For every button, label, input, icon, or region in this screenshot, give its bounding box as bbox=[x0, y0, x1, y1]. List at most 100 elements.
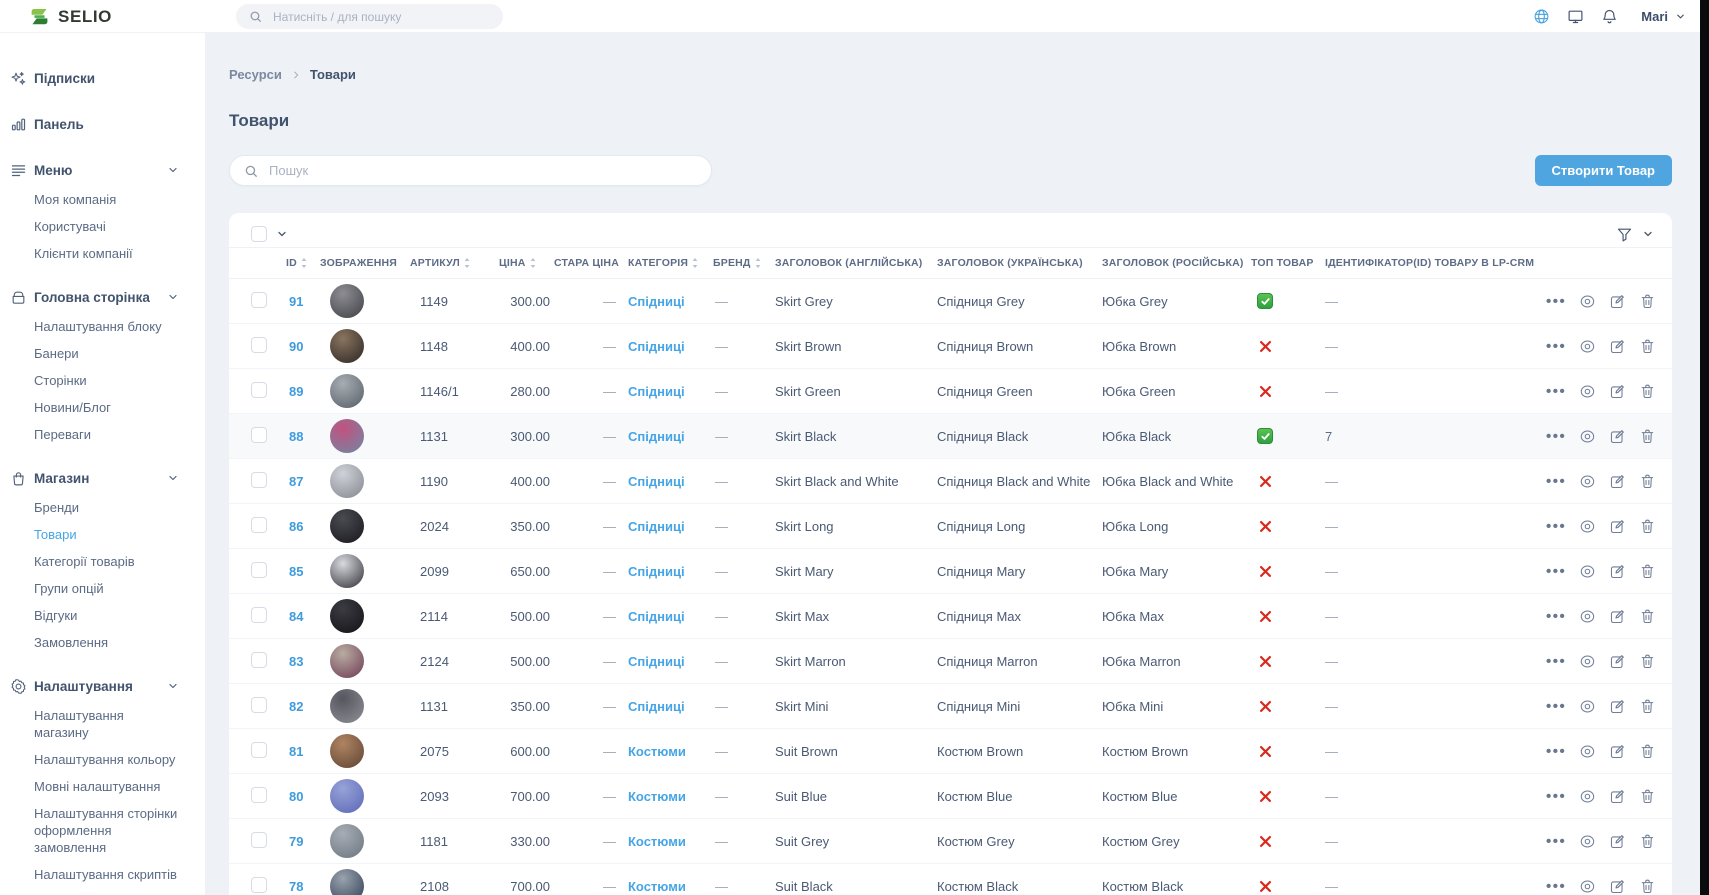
user-menu[interactable]: Mari bbox=[1641, 9, 1686, 24]
category-link[interactable]: Спідниці bbox=[628, 428, 685, 444]
column-header-id[interactable]: ID bbox=[286, 257, 320, 269]
edit-icon[interactable] bbox=[1609, 518, 1626, 535]
more-actions-icon[interactable]: ••• bbox=[1546, 877, 1567, 895]
category-link[interactable]: Спідниці bbox=[628, 698, 685, 714]
view-icon[interactable] bbox=[1579, 833, 1596, 850]
sidebar-subitem-company-clients[interactable]: Клієнти компанії bbox=[34, 246, 133, 261]
row-checkbox[interactable] bbox=[251, 471, 267, 488]
sidebar-subitem-brands[interactable]: Бренди bbox=[34, 500, 80, 515]
view-icon[interactable] bbox=[1579, 653, 1596, 670]
more-actions-icon[interactable]: ••• bbox=[1546, 652, 1567, 670]
edit-icon[interactable] bbox=[1609, 788, 1626, 805]
view-icon[interactable] bbox=[1579, 608, 1596, 625]
more-actions-icon[interactable]: ••• bbox=[1546, 517, 1567, 535]
sidebar-item-menu[interactable]: Меню bbox=[10, 159, 205, 181]
row-checkbox[interactable] bbox=[251, 561, 267, 578]
delete-icon[interactable] bbox=[1639, 878, 1656, 895]
edit-icon[interactable] bbox=[1609, 833, 1626, 850]
more-actions-icon[interactable]: ••• bbox=[1546, 832, 1567, 850]
more-actions-icon[interactable]: ••• bbox=[1546, 292, 1567, 310]
delete-icon[interactable] bbox=[1639, 788, 1656, 805]
product-id-link[interactable]: 89 bbox=[289, 383, 304, 399]
edit-icon[interactable] bbox=[1609, 878, 1626, 895]
column-header-brand[interactable]: БРЕНД bbox=[713, 257, 775, 269]
product-id-link[interactable]: 88 bbox=[289, 428, 304, 444]
sidebar-subitem-my-company[interactable]: Моя компанія bbox=[34, 192, 117, 207]
global-search-input[interactable] bbox=[271, 8, 490, 25]
row-checkbox[interactable] bbox=[251, 651, 267, 668]
delete-icon[interactable] bbox=[1639, 428, 1656, 445]
product-id-link[interactable]: 84 bbox=[289, 608, 304, 624]
product-id-link[interactable]: 85 bbox=[289, 563, 304, 579]
delete-icon[interactable] bbox=[1639, 293, 1656, 310]
global-search[interactable] bbox=[236, 4, 503, 29]
category-link[interactable]: Спідниці bbox=[628, 383, 685, 399]
more-actions-icon[interactable]: ••• bbox=[1546, 787, 1567, 805]
view-icon[interactable] bbox=[1579, 428, 1596, 445]
filter-icon[interactable] bbox=[1616, 226, 1633, 243]
delete-icon[interactable] bbox=[1639, 698, 1656, 715]
product-id-link[interactable]: 90 bbox=[289, 338, 304, 354]
bulk-actions-chevron-icon[interactable] bbox=[276, 228, 288, 240]
breadcrumb-resources[interactable]: Ресурси bbox=[229, 67, 282, 82]
filter-chevron-icon[interactable] bbox=[1642, 228, 1654, 240]
row-checkbox[interactable] bbox=[251, 291, 267, 308]
category-link[interactable]: Костюми bbox=[628, 833, 686, 849]
delete-icon[interactable] bbox=[1639, 608, 1656, 625]
sidebar-subitem-language-settings[interactable]: Мовні налаштування bbox=[34, 779, 161, 794]
row-checkbox[interactable] bbox=[251, 336, 267, 353]
view-icon[interactable] bbox=[1579, 338, 1596, 355]
sidebar-item-settings[interactable]: Налаштування bbox=[10, 675, 205, 697]
category-link[interactable]: Спідниці bbox=[628, 338, 685, 354]
column-header-category[interactable]: КАТЕГОРІЯ bbox=[628, 257, 713, 269]
more-actions-icon[interactable]: ••• bbox=[1546, 697, 1567, 715]
delete-icon[interactable] bbox=[1639, 563, 1656, 580]
select-all-checkbox[interactable] bbox=[251, 226, 267, 242]
row-checkbox[interactable] bbox=[251, 426, 267, 443]
row-checkbox[interactable] bbox=[251, 381, 267, 398]
sidebar-subitem-checkout-page-settings[interactable]: Налаштування сторінки оформлення замовле… bbox=[34, 806, 178, 855]
sidebar-subitem-banners[interactable]: Банери bbox=[34, 346, 79, 361]
view-icon[interactable] bbox=[1579, 878, 1596, 895]
delete-icon[interactable] bbox=[1639, 473, 1656, 490]
create-product-button[interactable]: Створити Товар bbox=[1534, 155, 1672, 186]
sidebar-item-subscriptions[interactable]: Підписки bbox=[10, 67, 205, 89]
sidebar-subitem-product-categories[interactable]: Категорії товарів bbox=[34, 554, 135, 569]
row-checkbox[interactable] bbox=[251, 876, 267, 893]
category-link[interactable]: Костюми bbox=[628, 743, 686, 759]
sidebar-subitem-scripts-settings[interactable]: Налаштування скриптів bbox=[34, 867, 177, 882]
sidebar-subitem-products[interactable]: Товари bbox=[34, 527, 77, 542]
category-link[interactable]: Спідниці bbox=[628, 608, 685, 624]
view-icon[interactable] bbox=[1579, 788, 1596, 805]
category-link[interactable]: Костюми bbox=[628, 788, 686, 804]
more-actions-icon[interactable]: ••• bbox=[1546, 742, 1567, 760]
category-link[interactable]: Спідниці bbox=[628, 653, 685, 669]
sidebar-subitem-news-blog[interactable]: Новини/Блог bbox=[34, 400, 111, 415]
product-id-link[interactable]: 81 bbox=[289, 743, 304, 759]
product-id-link[interactable]: 78 bbox=[289, 878, 304, 894]
delete-icon[interactable] bbox=[1639, 653, 1656, 670]
sidebar-subitem-users[interactable]: Користувачі bbox=[34, 219, 106, 234]
product-id-link[interactable]: 82 bbox=[289, 698, 304, 714]
view-icon[interactable] bbox=[1579, 518, 1596, 535]
more-actions-icon[interactable]: ••• bbox=[1546, 337, 1567, 355]
edit-icon[interactable] bbox=[1609, 653, 1626, 670]
more-actions-icon[interactable]: ••• bbox=[1546, 562, 1567, 580]
sidebar-subitem-orders[interactable]: Замовлення bbox=[34, 635, 109, 650]
product-id-link[interactable]: 87 bbox=[289, 473, 304, 489]
row-checkbox[interactable] bbox=[251, 606, 267, 623]
row-checkbox[interactable] bbox=[251, 786, 267, 803]
sidebar-subitem-block-settings[interactable]: Налаштування блоку bbox=[34, 319, 162, 334]
category-link[interactable]: Спідниці bbox=[628, 563, 685, 579]
view-icon[interactable] bbox=[1579, 563, 1596, 580]
edit-icon[interactable] bbox=[1609, 608, 1626, 625]
edit-icon[interactable] bbox=[1609, 293, 1626, 310]
column-header-sku[interactable]: АРТИКУЛ bbox=[410, 257, 499, 269]
sidebar-subitem-color-settings[interactable]: Налаштування кольору bbox=[34, 752, 176, 767]
category-link[interactable]: Спідниці bbox=[628, 473, 685, 489]
edit-icon[interactable] bbox=[1609, 428, 1626, 445]
edit-icon[interactable] bbox=[1609, 743, 1626, 760]
delete-icon[interactable] bbox=[1639, 338, 1656, 355]
product-id-link[interactable]: 80 bbox=[289, 788, 304, 804]
view-icon[interactable] bbox=[1579, 698, 1596, 715]
